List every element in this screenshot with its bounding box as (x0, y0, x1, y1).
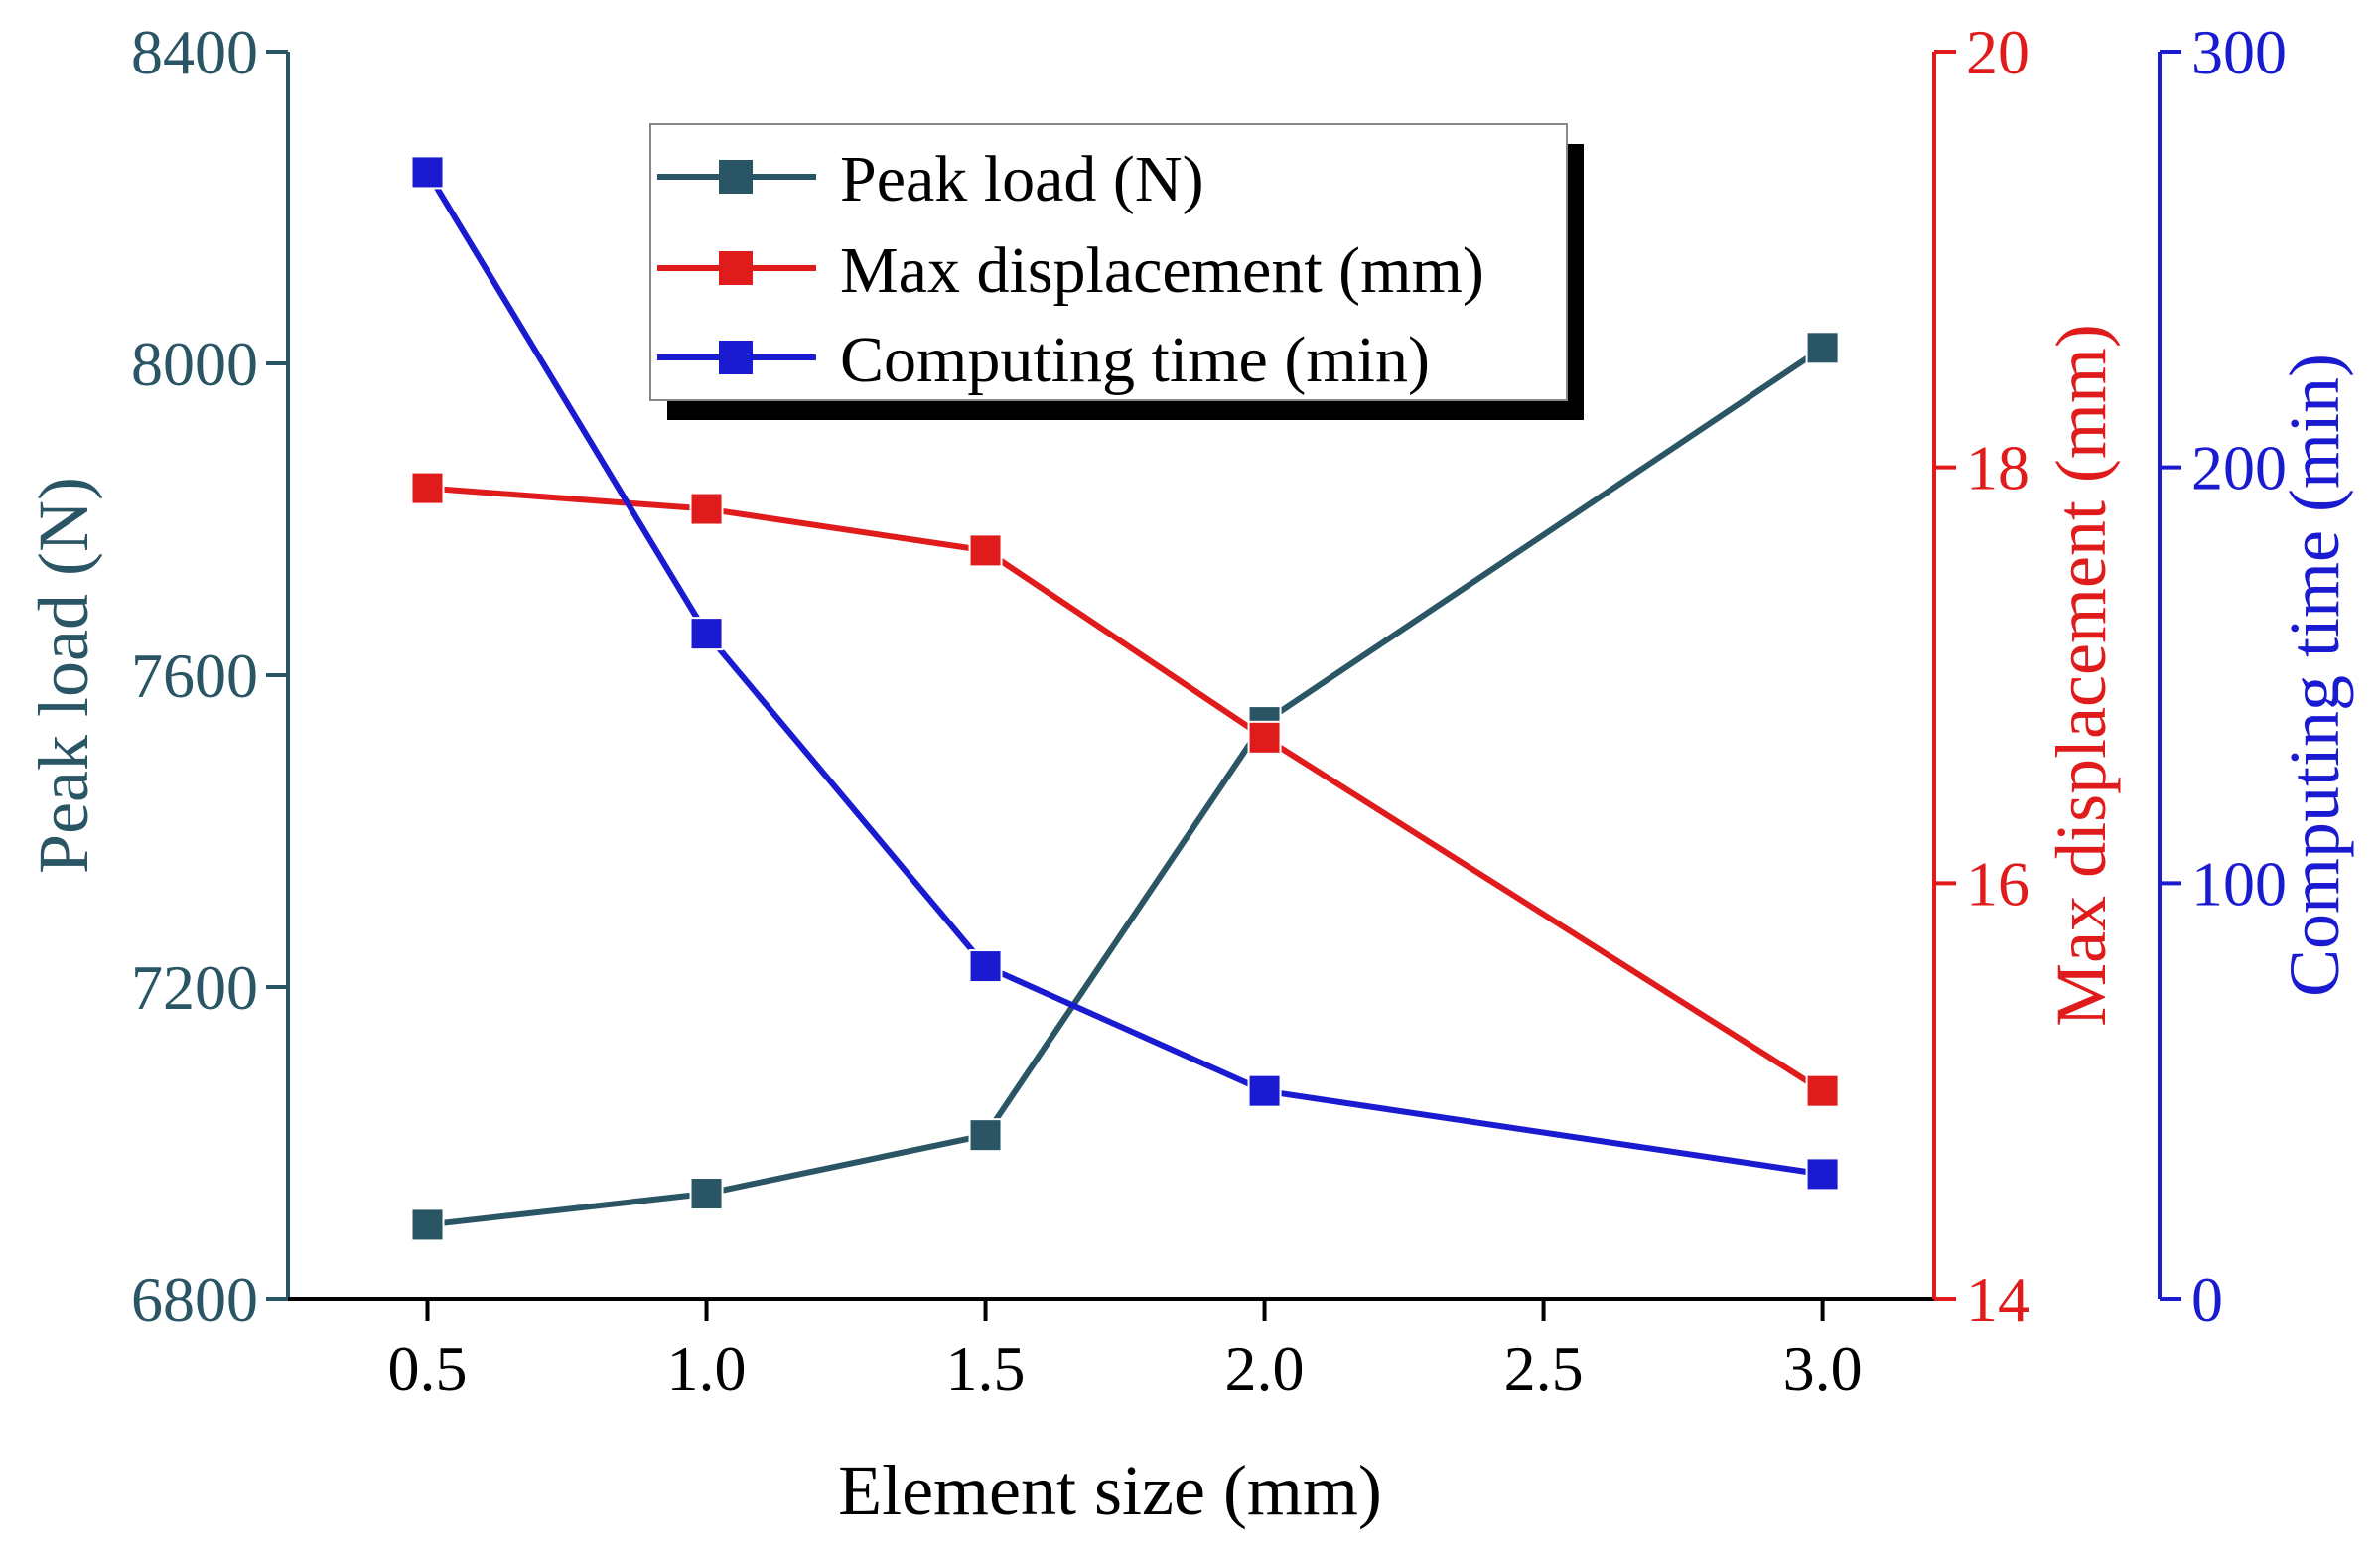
legend-label-peak-load: Peak load (N) (840, 143, 1204, 215)
max-displacement-data-point (1805, 1073, 1840, 1108)
x-tick-label: 3.0 (1783, 1334, 1863, 1404)
peak-load-data-point (968, 1118, 1003, 1153)
left-tick-label: 8000 (131, 329, 258, 399)
legend-marker-max-displacement (719, 251, 753, 285)
legend-marker-peak-load (719, 160, 753, 194)
right-tick-label-time: 100 (2191, 848, 2287, 919)
right-axis-title-time: Computing time (min) (2275, 354, 2354, 997)
peak-load-data-point (689, 1177, 724, 1211)
legend-box (649, 123, 1568, 401)
max-displacement-data-point (689, 492, 724, 526)
computing-time-data-point (689, 617, 724, 651)
right-axis-title-displacement: Max displacement (mm) (2041, 324, 2121, 1027)
left-tick-label: 6800 (131, 1264, 258, 1335)
right-tick-label-time: 200 (2191, 433, 2287, 503)
left-axis-title: Peak load (N) (24, 477, 103, 874)
legend: Peak load (N) Max displacement (mm) Comput… (649, 123, 1584, 420)
max-displacement-data-point (410, 471, 445, 505)
legend-label-computing-time: Computing time (min) (840, 324, 1430, 396)
series-layer (410, 155, 1840, 1242)
max-displacement-data-point (968, 533, 1003, 568)
peak-load-series-line (427, 345, 1825, 1228)
computing-time-data-point (1805, 1157, 1840, 1192)
computing-time-data-point (1247, 1073, 1282, 1108)
left-tick-label: 8400 (131, 17, 258, 87)
right-tick-label-displacement: 20 (1966, 17, 2030, 87)
left-tick-label: 7600 (131, 640, 258, 711)
computing-time-data-point (968, 949, 1003, 984)
right-tick-label-displacement: 14 (1966, 1264, 2030, 1335)
x-tick-label: 2.5 (1504, 1334, 1584, 1404)
legend-items: Peak load (N) Max displacement (mm) Comput… (657, 143, 1484, 396)
axis-titles: Element size (mm) Peak load (N) Max disp… (24, 324, 2354, 1530)
right-tick-label-time: 0 (2191, 1264, 2223, 1335)
max-displacement-data-point (1247, 720, 1282, 755)
computing-time-data-point (410, 155, 445, 190)
x-tick-label: 0.5 (388, 1334, 468, 1404)
legend-marker-computing-time (719, 341, 753, 374)
right-tick-label-displacement: 18 (1966, 433, 2030, 503)
right-tick-label-displacement: 16 (1966, 848, 2030, 919)
x-axis-title: Element size (mm) (838, 1451, 1382, 1530)
x-tick-label: 1.0 (667, 1334, 747, 1404)
right-tick-label-time: 300 (2191, 17, 2287, 87)
legend-label-max-displacement: Max displacement (mm) (840, 234, 1484, 307)
axis-ticks: 0.5 1.0 1.5 2.0 2.5 3.0 6800 7200 7600 8000 8400 14… (131, 17, 2287, 1404)
left-tick-label: 7200 (131, 952, 258, 1023)
x-tick-label: 1.5 (946, 1334, 1026, 1404)
peak-load-data-point (410, 1207, 445, 1242)
x-tick-label: 2.0 (1225, 1334, 1305, 1404)
peak-load-data-point (1805, 331, 1840, 365)
max-displacement-series-line (427, 485, 1825, 1094)
